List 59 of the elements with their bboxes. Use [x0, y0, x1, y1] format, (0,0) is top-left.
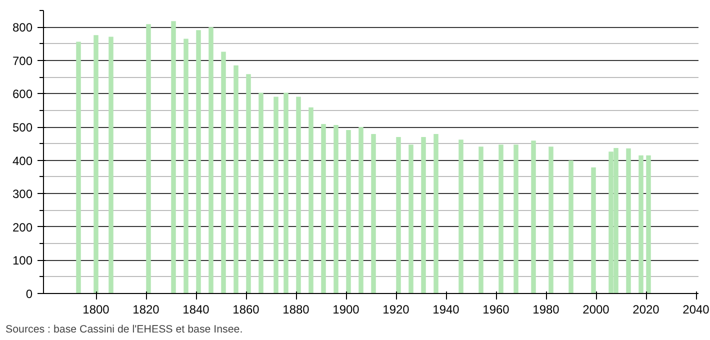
y-tick-label: 100 [12, 254, 33, 268]
bar [531, 140, 536, 294]
bar [591, 167, 596, 294]
bar [76, 42, 81, 294]
bar [274, 96, 278, 294]
y-tick-label: 200 [12, 220, 33, 234]
bar [458, 140, 464, 294]
bar [478, 146, 484, 294]
x-tick-label: 1880 [282, 302, 310, 316]
x-tick-label: 2040 [682, 302, 710, 316]
x-tick-label: 1940 [432, 302, 460, 316]
x-tick-label: 1900 [332, 302, 360, 316]
x-tick-label: 1840 [182, 302, 210, 316]
x-tick-label: 2000 [582, 302, 610, 316]
x-tick-label: 1800 [82, 302, 110, 316]
bar [358, 127, 364, 294]
bar [421, 137, 426, 294]
bar [94, 35, 98, 294]
bar [171, 21, 176, 294]
bar [108, 36, 114, 294]
y-tick-label: 300 [12, 187, 33, 202]
bar [284, 92, 288, 294]
bar [638, 155, 644, 294]
bar [626, 148, 631, 294]
x-tick-label: 1820 [132, 302, 160, 316]
x-tick-label: 1980 [532, 302, 560, 316]
x-tick-label: 1960 [482, 302, 510, 316]
y-tick-label: 600 [12, 87, 33, 102]
bar [514, 144, 518, 294]
x-tick-label: 2020 [632, 302, 660, 316]
bar [334, 125, 338, 294]
bar [196, 30, 201, 294]
bar [568, 160, 574, 294]
bar [296, 96, 301, 294]
bar [548, 146, 554, 294]
bar [498, 144, 504, 294]
bar [221, 52, 226, 294]
bar [234, 65, 238, 294]
bar [396, 137, 401, 294]
bar [434, 134, 438, 294]
x-tick-label: 1860 [232, 302, 260, 316]
bar [184, 38, 188, 294]
bar [258, 92, 264, 294]
y-tick-label: 800 [12, 20, 33, 35]
y-tick-label: 700 [12, 54, 33, 68]
y-tick-label: 0 [26, 287, 33, 301]
bar [321, 124, 326, 294]
y-tick-label: 500 [12, 120, 33, 135]
bar [346, 130, 351, 294]
bar [408, 144, 414, 294]
bar [646, 155, 651, 294]
bar [208, 27, 214, 294]
source-note: Sources : base Cassini de l'EHESS et base Insee. [6, 324, 243, 336]
bar [308, 107, 314, 294]
bar [246, 74, 251, 294]
x-tick-label: 1920 [382, 302, 410, 316]
y-tick-label: 400 [12, 154, 33, 168]
bar [146, 24, 151, 294]
bar [371, 134, 376, 294]
